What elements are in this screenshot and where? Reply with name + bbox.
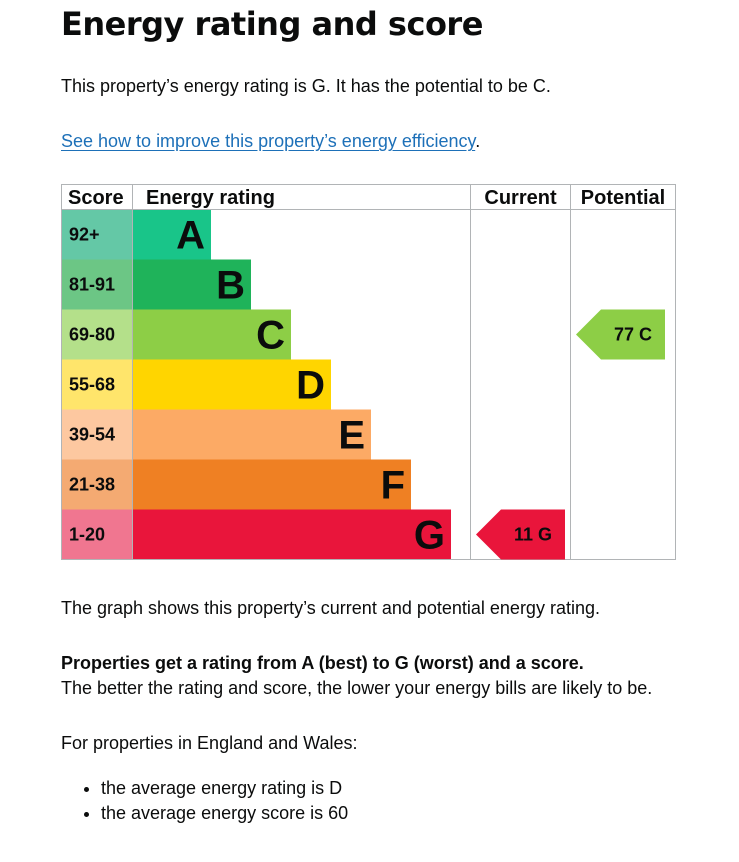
rating-bar-a: [133, 209, 211, 260]
rating-bar-d: [133, 359, 331, 410]
energy-rating-intro: This property’s energy rating is G. It h…: [61, 76, 551, 96]
score-range-b: 81-91: [69, 275, 115, 295]
rating-bar-e: [133, 409, 371, 460]
score-range-g: 1-20: [69, 525, 105, 545]
score-range-e: 39-54: [69, 425, 115, 445]
score-cell-a: [61, 209, 133, 260]
improve-link-suffix: .: [475, 131, 481, 151]
score-cell-f: [61, 459, 133, 510]
header-potential: Potential: [581, 187, 665, 209]
averages-list: the average energy rating is D the avera…: [61, 776, 348, 826]
score-cell-c: [61, 309, 133, 360]
average-score-item: the average energy score is 60: [101, 801, 348, 826]
score-range-d: 55-68: [69, 375, 115, 395]
rating-explanation: Properties get a rating from A (best) to…: [61, 651, 652, 701]
rating-letter-c: C: [256, 314, 285, 358]
epc-graph: 92+ A 81-91 B 69-80 C 55-68 D 39-54 E 21-38 F 1-20 G S…: [61, 184, 676, 560]
score-cell-e: [61, 409, 133, 460]
average-rating-item: the average energy rating is D: [101, 776, 348, 801]
rating-bar-b: [133, 259, 251, 310]
improve-link-paragraph: See how to improve this property’s energ…: [61, 129, 480, 154]
score-range-a: 92+: [69, 225, 100, 245]
score-cell-g: [61, 509, 133, 560]
rating-bar-g: [133, 509, 451, 560]
score-cell-d: [61, 359, 133, 410]
improve-efficiency-link[interactable]: See how to improve this property’s energ…: [61, 131, 476, 151]
rating-explanation-rest: The better the rating and score, the low…: [61, 678, 653, 698]
current-rating-arrow: [476, 509, 565, 560]
page-title: Energy rating and score: [61, 5, 483, 43]
energy-rating-chart: 92+ A 81-91 B 69-80 C 55-68 D 39-54 E 21-38 F 1-20 G S…: [61, 184, 676, 560]
header-current: Current: [484, 187, 557, 209]
rating-explanation-bold: Properties get a rating from A (best) to…: [61, 653, 584, 673]
rating-letter-a: A: [176, 214, 205, 258]
england-wales-intro: For properties in England and Wales:: [61, 733, 358, 753]
score-cell-b: [61, 259, 133, 310]
rating-letter-b: B: [216, 264, 245, 308]
rating-letter-d: D: [296, 364, 325, 408]
potential-rating-arrow: [576, 309, 665, 360]
rating-bar-f: [133, 459, 411, 510]
chart-border: [61, 184, 676, 560]
rating-letter-g: G: [414, 514, 445, 558]
current-rating-label: 11 G: [514, 525, 552, 545]
rating-letter-f: F: [381, 464, 405, 508]
header-score: Score: [68, 187, 124, 209]
potential-rating-label: 77 C: [614, 325, 652, 345]
rating-letter-e: E: [338, 414, 365, 458]
header-energy-rating: Energy rating: [146, 187, 275, 209]
score-range-c: 69-80: [69, 325, 115, 345]
graph-description: The graph shows this property’s current …: [61, 598, 600, 618]
score-range-f: 21-38: [69, 475, 115, 495]
rating-bar-c: [133, 309, 291, 360]
